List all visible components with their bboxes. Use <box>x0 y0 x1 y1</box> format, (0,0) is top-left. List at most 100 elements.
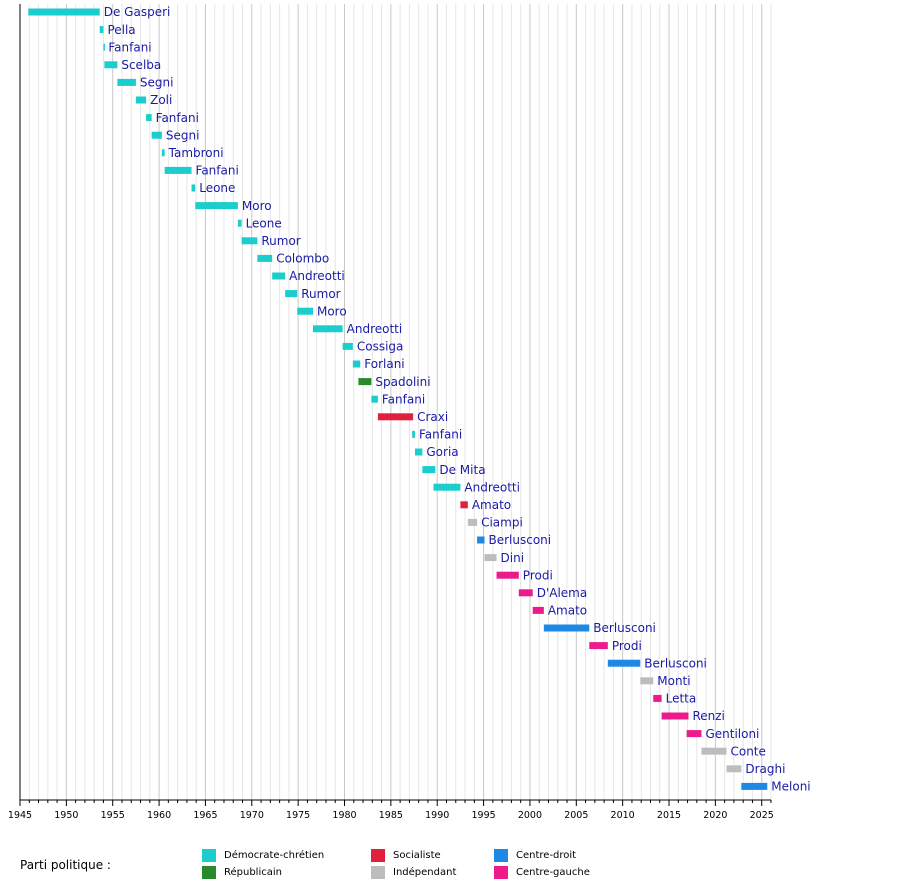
legend-item-cd: Centre-droit <box>494 849 576 862</box>
bar-fanfani <box>412 430 415 438</box>
bar-label: Draghi <box>745 762 785 776</box>
bar-label: Goria <box>426 445 458 459</box>
legend-swatch <box>371 866 385 879</box>
legend-item-dc: Démocrate-chrétien <box>202 849 324 862</box>
bar-meloni <box>741 782 768 790</box>
bar-label: Segni <box>140 76 174 90</box>
bar-label: Pella <box>107 23 135 37</box>
bar-label: Tambroni <box>168 146 224 160</box>
legend-label: Centre-droit <box>516 850 577 861</box>
tick-label: 1990 <box>425 810 449 821</box>
bar-spadolini <box>358 378 372 386</box>
bar-fanfani <box>371 395 378 403</box>
bar-label: Conte <box>730 744 765 758</box>
bar-label: Renzi <box>692 709 724 723</box>
legend-swatch <box>494 866 508 879</box>
legend-item-rep: Républicain <box>202 866 282 879</box>
legend-title: Parti politique : <box>20 858 111 872</box>
bar-labels: De Gasperi Pella Fanfani Scelba Segni Zoli Fan… <box>104 5 811 793</box>
legend-label: Socialiste <box>393 850 441 861</box>
legend-label: Républicain <box>224 867 282 878</box>
tick-label: 2020 <box>703 810 727 821</box>
bar-label: Gentiloni <box>705 727 759 741</box>
bar-de-gasperi <box>28 8 100 16</box>
bar-label: Berlusconi <box>644 656 707 670</box>
bar-segni <box>151 131 162 139</box>
bar-rumor <box>285 290 298 298</box>
bar-label: Meloni <box>771 780 810 794</box>
bar-forlani <box>352 360 361 368</box>
bar-pella <box>99 26 104 34</box>
bar-scelba <box>104 61 118 69</box>
bar-fanfani <box>164 166 192 174</box>
bar-label: Rumor <box>261 234 300 248</box>
bar-rumor <box>241 237 258 245</box>
bar-label: Forlani <box>364 357 404 371</box>
bar-label: D'Alema <box>537 586 588 600</box>
bar-label: Rumor <box>301 287 340 301</box>
bar-label: Andreotti <box>464 480 520 494</box>
bar-label: Cossiga <box>357 340 404 354</box>
bar-cossiga <box>342 342 353 350</box>
bar-fanfani <box>103 43 105 51</box>
bar-craxi <box>377 413 414 421</box>
bar-prodi <box>496 571 519 579</box>
legend-label: Démocrate-chrétien <box>224 850 325 861</box>
tick-label: 2000 <box>518 810 542 821</box>
bar-letta <box>653 694 662 702</box>
bar-andreotti <box>433 483 461 491</box>
bar-label: Monti <box>657 674 690 688</box>
bar-label: Segni <box>166 128 200 142</box>
tick-label: 1945 <box>8 810 32 821</box>
bar-label: Amato <box>548 604 587 618</box>
tick-label: 2010 <box>611 810 635 821</box>
bar-label: Colombo <box>276 252 329 266</box>
bar-leone <box>191 184 196 192</box>
bar-label: Leone <box>199 181 235 195</box>
bar-label: Craxi <box>417 410 448 424</box>
bar-de-mita <box>422 466 436 474</box>
bar-label: Berlusconi <box>489 533 552 547</box>
bar-draghi <box>726 765 742 773</box>
bar-label: Prodi <box>612 639 642 653</box>
bar-label: De Gasperi <box>104 5 171 19</box>
bar-colombo <box>257 254 273 262</box>
bar-label: Fanfani <box>108 40 151 54</box>
bar-label: Fanfani <box>419 428 462 442</box>
bar-amato <box>532 606 544 614</box>
bar-dini <box>484 554 497 562</box>
bar-label: Fanfani <box>196 164 239 178</box>
bar-label: Letta <box>666 692 697 706</box>
legend-swatch <box>202 866 216 879</box>
bar-moro <box>297 307 313 315</box>
bar-renzi <box>661 712 689 720</box>
bar-berlusconi <box>543 624 590 632</box>
tick-label: 2005 <box>564 810 588 821</box>
grid-lines <box>19 4 772 800</box>
bar-d-alema <box>518 589 533 597</box>
legend-swatch <box>202 849 216 862</box>
bar-gentiloni <box>686 730 702 738</box>
tick-label: 1960 <box>147 810 171 821</box>
bar-segni <box>117 78 136 86</box>
bar-label: Amato <box>472 498 511 512</box>
bar-label: Berlusconi <box>593 621 656 635</box>
bar-label: De Mita <box>439 463 485 477</box>
bar-goria <box>414 448 423 456</box>
legend-label: Centre-gauche <box>516 867 590 878</box>
bar-label: Moro <box>242 199 272 213</box>
tick-label: 2025 <box>750 810 774 821</box>
bar-label: Moro <box>317 304 347 318</box>
tick-label: 1950 <box>54 810 78 821</box>
tick-label: 1975 <box>286 810 310 821</box>
bar-label: Andreotti <box>289 269 345 283</box>
tick-label: 1980 <box>332 810 356 821</box>
bar-label: Dini <box>501 551 525 565</box>
tick-label: 1995 <box>471 810 495 821</box>
legend-item-soc: Socialiste <box>371 849 441 862</box>
bar-conte <box>701 747 727 755</box>
bar-label: Andreotti <box>347 322 403 336</box>
tick-label: 2015 <box>657 810 681 821</box>
legend-item-cg: Centre-gauche <box>494 866 590 879</box>
